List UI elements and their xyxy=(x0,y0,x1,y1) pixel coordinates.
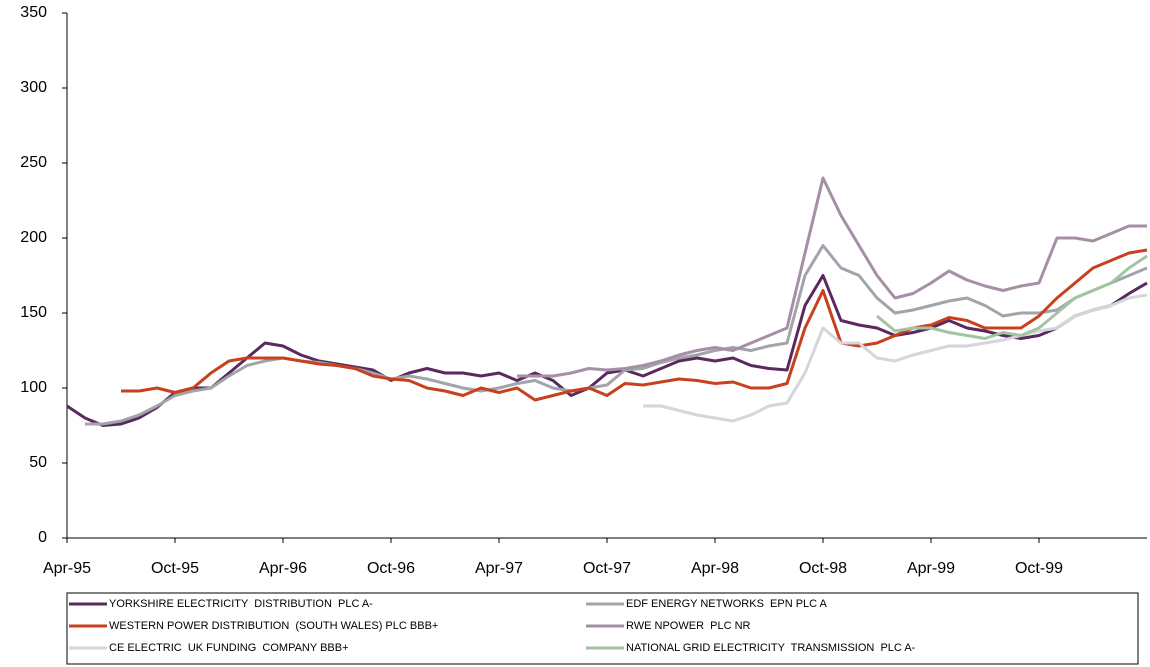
x-tick-label: Apr-97 xyxy=(475,560,523,577)
y-tick-label: 150 xyxy=(20,304,47,321)
y-tick-label: 100 xyxy=(20,379,47,396)
y-tick-label: 350 xyxy=(20,4,47,21)
y-tick-label: 0 xyxy=(38,529,47,546)
x-tick-label: Oct-98 xyxy=(799,560,847,577)
y-tick-label: 300 xyxy=(20,79,47,96)
series-line xyxy=(517,176,1147,378)
x-tick-label: Oct-96 xyxy=(367,560,415,577)
y-tick-label: 200 xyxy=(20,229,47,246)
x-tick-label: Oct-97 xyxy=(583,560,631,577)
series-line xyxy=(876,254,1148,340)
legend-label: EDF ENERGY NETWORKS EPN PLC A xyxy=(626,598,828,610)
series-line xyxy=(643,293,1148,423)
series-line xyxy=(121,248,1148,402)
legend-label: RWE NPOWER PLC NR xyxy=(626,620,751,632)
legend-label: CE ELECTRIC UK FUNDING COMPANY BBB+ xyxy=(109,642,349,654)
x-tick-label: Oct-95 xyxy=(151,560,199,577)
legend-box xyxy=(66,592,1139,665)
y-tick-label: 50 xyxy=(29,454,47,471)
legend-label: WESTERN POWER DISTRIBUTION (SOUTH WALES)… xyxy=(109,620,438,632)
x-tick-label: Apr-98 xyxy=(691,560,739,577)
series-line xyxy=(85,244,1148,426)
legend-label: NATIONAL GRID ELECTRICITY TRANSMISSION P… xyxy=(626,642,916,654)
series-line xyxy=(66,274,1148,427)
x-tick-label: Apr-99 xyxy=(907,560,955,577)
y-tick-label: 250 xyxy=(20,154,47,171)
x-tick-label: Oct-99 xyxy=(1015,560,1063,577)
x-tick-label: Apr-95 xyxy=(43,560,91,577)
x-tick-label: Apr-96 xyxy=(259,560,307,577)
legend-label: YORKSHIRE ELECTRICITY DISTRIBUTION PLC A… xyxy=(109,598,373,610)
